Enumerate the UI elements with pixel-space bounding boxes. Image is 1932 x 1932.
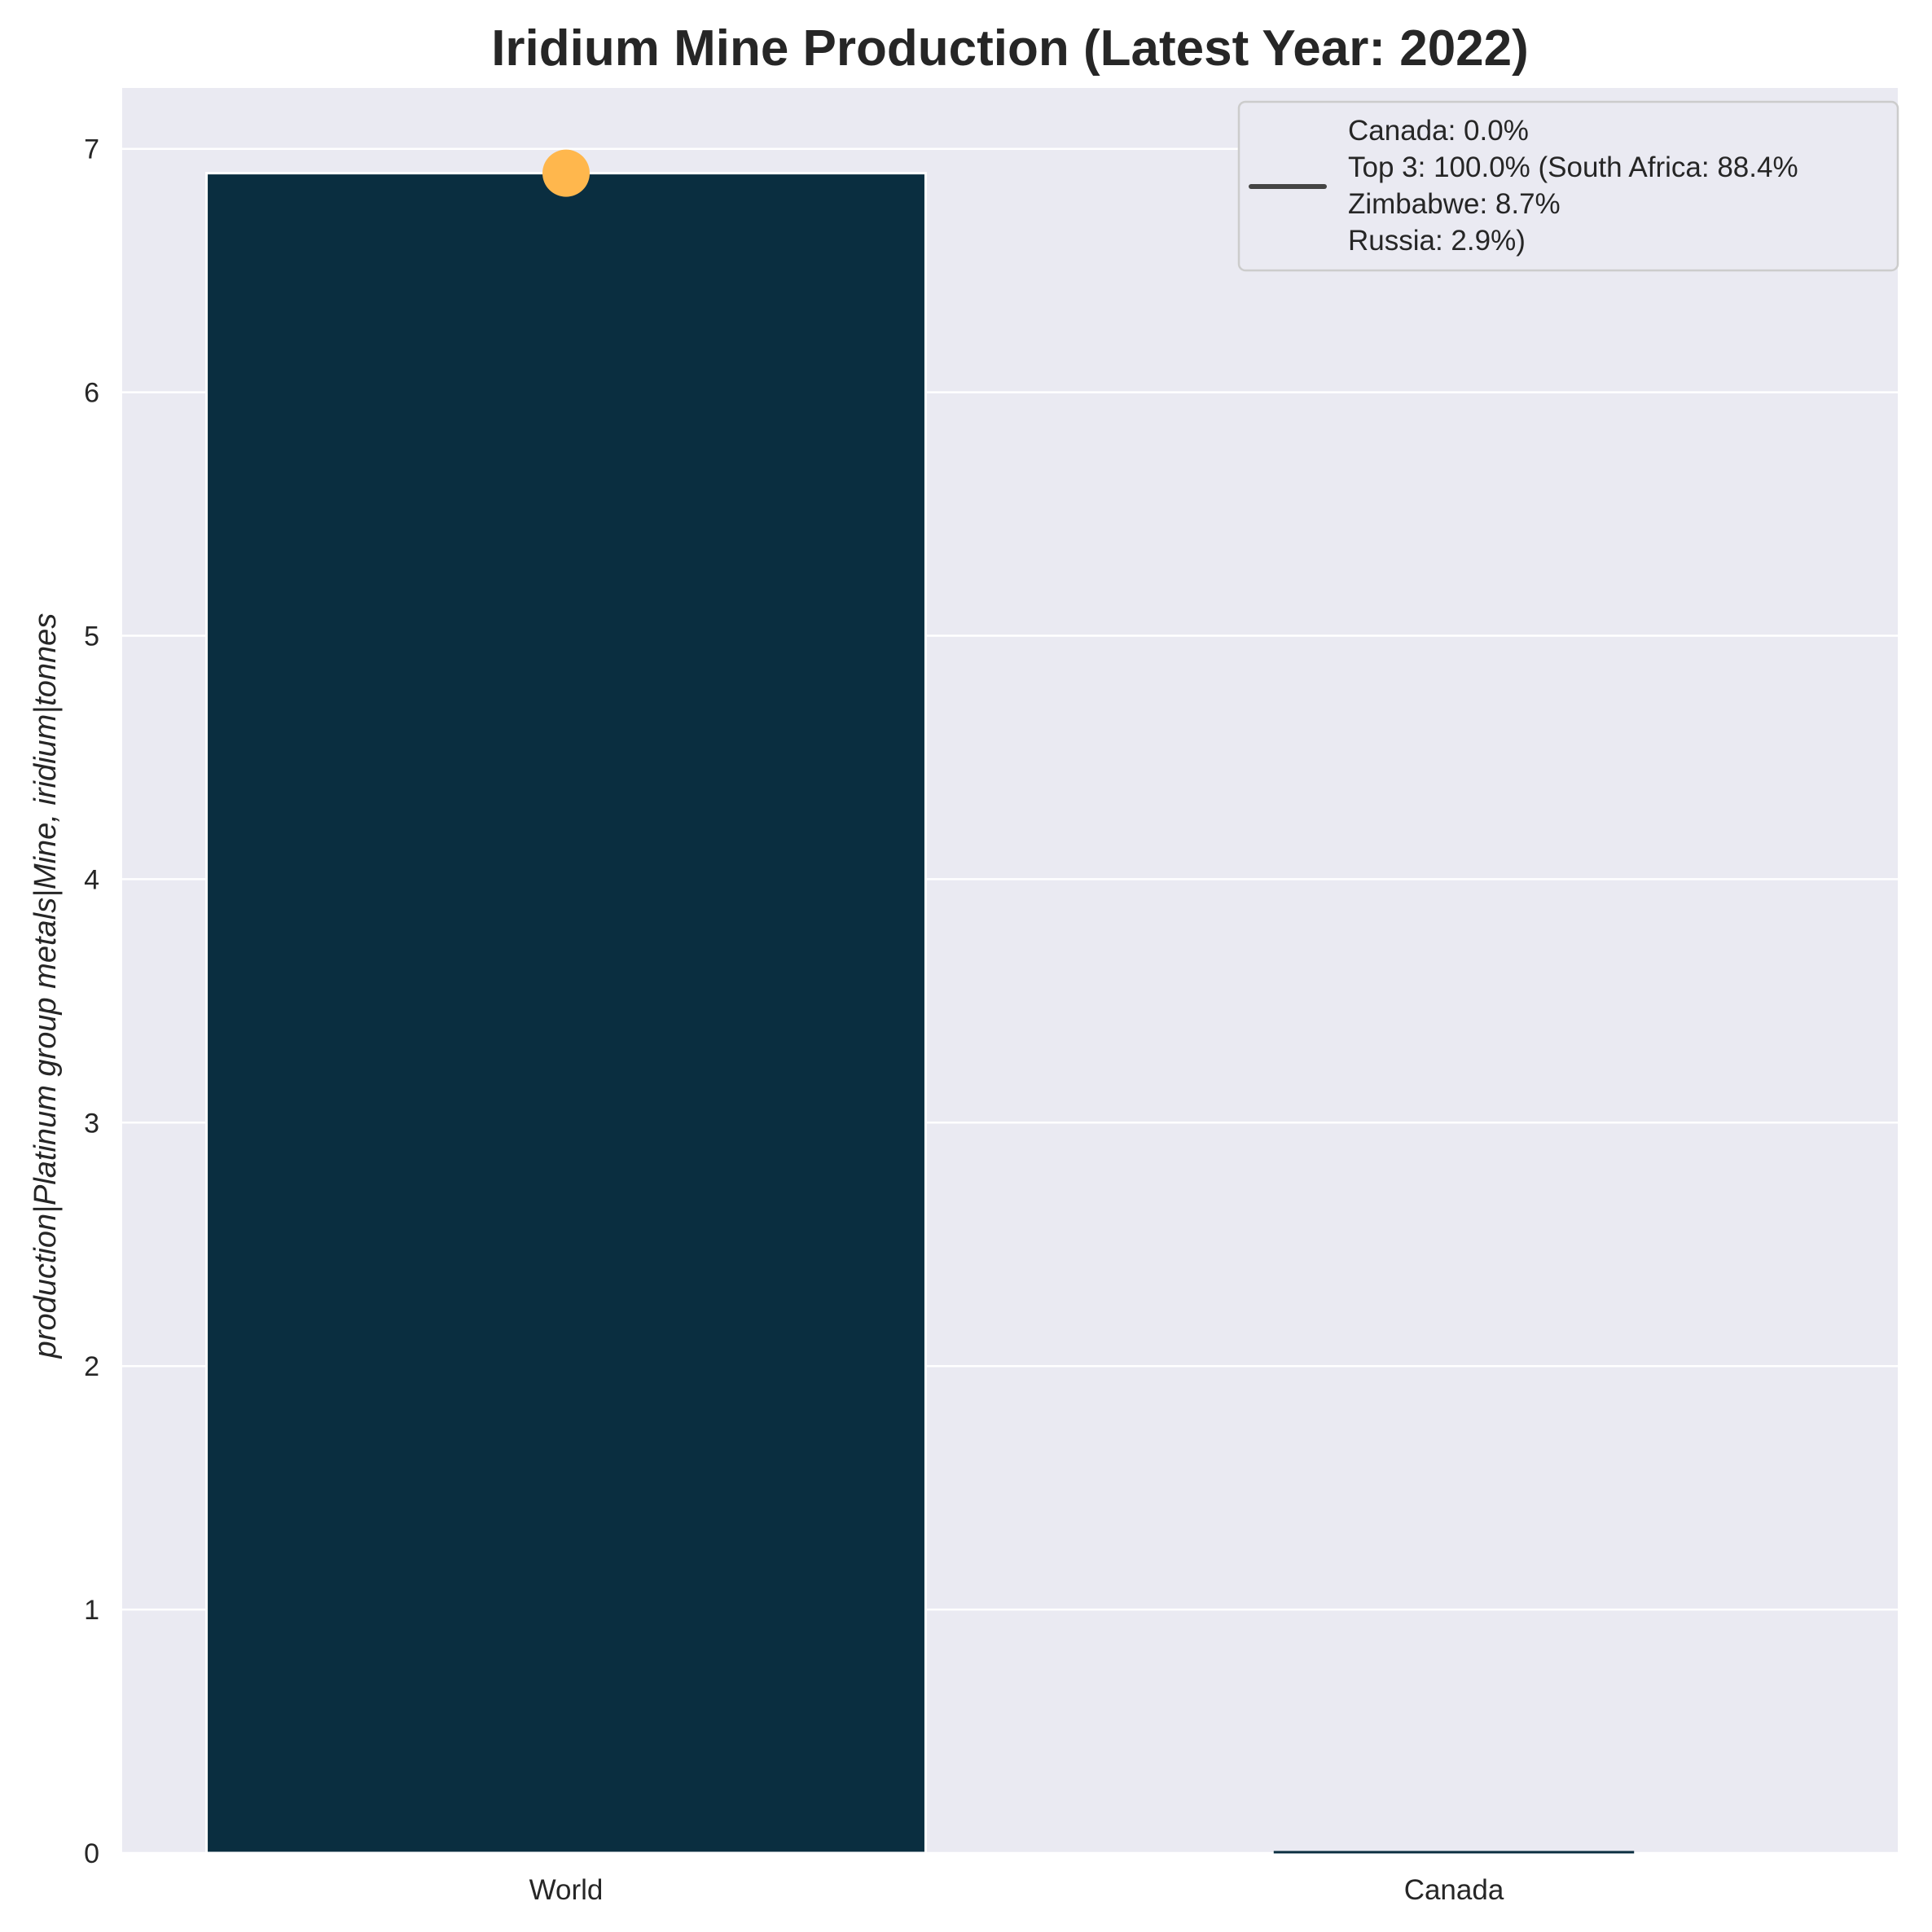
chart-title: Iridium Mine Production (Latest Year: 20… (491, 20, 1529, 77)
legend-text-line-1: Canada: 0.0% (1348, 115, 1529, 147)
y-axis-ticks: 0 1 2 3 4 5 6 7 (84, 134, 99, 1869)
legend: Canada: 0.0% Top 3: 100.0% (South Africa… (1237, 100, 1899, 272)
y-tick-label: 7 (84, 134, 99, 165)
bar-canada (1273, 1851, 1635, 1854)
markers (542, 149, 590, 197)
legend-box (1237, 100, 1899, 272)
y-tick-label: 2 (84, 1351, 99, 1382)
legend-text-line-4: Russia: 2.9%) (1348, 225, 1526, 257)
y-tick-label: 6 (84, 378, 99, 409)
bar-world (205, 172, 927, 1855)
y-tick-label: 3 (84, 1108, 99, 1139)
x-axis-ticks: World Canada (529, 1874, 1504, 1906)
y-tick-label: 1 (84, 1595, 99, 1626)
legend-text-line-3: Zimbabwe: 8.7% (1348, 188, 1561, 220)
y-tick-label: 0 (84, 1838, 99, 1869)
bars (205, 172, 1635, 1855)
legend-text-line-2: Top 3: 100.0% (South Africa: 88.4% (1348, 151, 1798, 183)
x-tick-label: Canada (1404, 1874, 1504, 1906)
y-tick-label: 5 (84, 621, 99, 652)
y-axis-label: production|Platinum group metals|Mine, i… (29, 613, 63, 1359)
marker-point-world (542, 149, 590, 197)
y-tick-label: 4 (84, 864, 99, 895)
x-tick-label: World (529, 1874, 604, 1906)
